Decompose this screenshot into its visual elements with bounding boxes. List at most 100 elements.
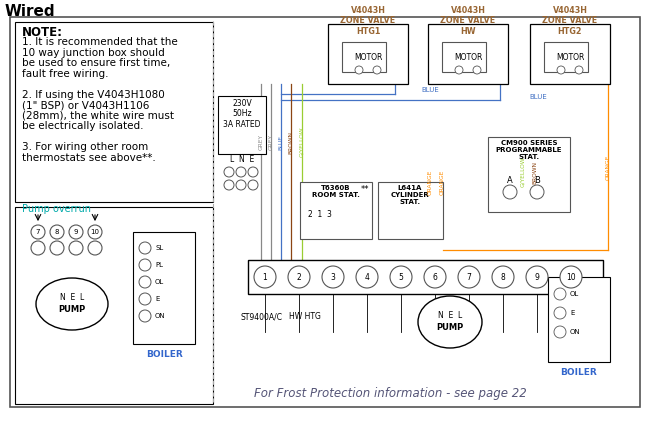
Circle shape	[526, 266, 548, 288]
Text: 10 way junction box should: 10 way junction box should	[22, 48, 165, 57]
Text: BLUE: BLUE	[529, 94, 547, 100]
Ellipse shape	[36, 278, 108, 330]
Text: 10: 10	[566, 273, 576, 281]
Text: 7: 7	[466, 273, 472, 281]
Text: E: E	[155, 296, 159, 302]
Bar	[218, 96, 266, 154]
Text: (1" BSP) or V4043H1106: (1" BSP) or V4043H1106	[22, 100, 149, 110]
Text: V4043H
ZONE VALVE
HTG2: V4043H ZONE VALVE HTG2	[542, 6, 598, 36]
Circle shape	[69, 225, 83, 239]
Text: CM900 SERIES
PROGRAMMABLE
STAT.: CM900 SERIES PROGRAMMABLE STAT.	[496, 140, 562, 160]
Text: HW HTG: HW HTG	[289, 312, 321, 321]
Text: ORANGE: ORANGE	[439, 169, 444, 195]
Circle shape	[455, 66, 463, 74]
Circle shape	[554, 307, 566, 319]
Text: 10: 10	[91, 229, 100, 235]
Text: thermostats see above**.: thermostats see above**.	[22, 152, 156, 162]
Text: ORANGE: ORANGE	[606, 154, 611, 180]
Text: GREY: GREY	[269, 134, 274, 150]
Circle shape	[288, 266, 310, 288]
Bar	[15, 207, 213, 404]
Circle shape	[139, 310, 151, 322]
Text: OL: OL	[570, 291, 579, 297]
Text: V4043H
ZONE VALVE
HTG1: V4043H ZONE VALVE HTG1	[340, 6, 395, 36]
Circle shape	[473, 66, 481, 74]
Circle shape	[236, 167, 246, 177]
Circle shape	[224, 180, 234, 190]
Text: 230V
50Hz
3A RATED: 230V 50Hz 3A RATED	[223, 99, 261, 129]
Text: fault free wiring.: fault free wiring.	[22, 68, 109, 78]
Text: (28mm), the white wire must: (28mm), the white wire must	[22, 111, 174, 121]
Bar	[300, 182, 372, 239]
Text: BOILER: BOILER	[146, 350, 182, 359]
Text: BROWN: BROWN	[289, 130, 294, 154]
Bar	[248, 260, 603, 294]
Circle shape	[88, 241, 102, 255]
Circle shape	[248, 180, 258, 190]
Text: 3. For wiring other room: 3. For wiring other room	[22, 142, 148, 152]
Circle shape	[503, 185, 517, 199]
Circle shape	[458, 266, 480, 288]
Circle shape	[31, 225, 45, 239]
Text: PUMP: PUMP	[436, 322, 464, 332]
Text: N  E  L: N E L	[60, 292, 84, 301]
Bar	[378, 182, 443, 239]
Text: 2  1  3: 2 1 3	[308, 209, 332, 219]
Circle shape	[492, 266, 514, 288]
Text: Wired: Wired	[5, 4, 56, 19]
Text: 7: 7	[36, 229, 40, 235]
Text: 1: 1	[263, 273, 267, 281]
Bar	[15, 22, 213, 202]
Circle shape	[50, 241, 64, 255]
Text: ON: ON	[155, 313, 166, 319]
Text: ST9400A/C: ST9400A/C	[241, 312, 283, 321]
Text: B: B	[534, 176, 540, 184]
Text: ORANGE: ORANGE	[428, 169, 432, 195]
Text: G/YELLOW: G/YELLOW	[520, 157, 525, 187]
Bar	[428, 24, 508, 84]
Bar	[133, 232, 195, 344]
Text: 8: 8	[501, 273, 505, 281]
Circle shape	[557, 66, 565, 74]
Circle shape	[31, 241, 45, 255]
Circle shape	[356, 266, 378, 288]
Circle shape	[373, 66, 381, 74]
Text: N  E  L: N E L	[438, 311, 462, 319]
Circle shape	[575, 66, 583, 74]
Text: L  N  E: L N E	[230, 155, 254, 164]
Text: 2. If using the V4043H1080: 2. If using the V4043H1080	[22, 89, 165, 100]
Text: BROWN: BROWN	[532, 160, 538, 184]
Bar	[548, 277, 610, 362]
Text: OL: OL	[155, 279, 164, 285]
Bar	[488, 137, 570, 212]
Circle shape	[530, 185, 544, 199]
Text: PUMP: PUMP	[58, 305, 85, 314]
Text: **: **	[361, 185, 369, 194]
Text: Pump overrun: Pump overrun	[22, 204, 91, 214]
Text: 5: 5	[399, 273, 404, 281]
Text: MOTOR: MOTOR	[556, 52, 584, 62]
Text: L641A
CYLINDER
STAT.: L641A CYLINDER STAT.	[391, 185, 430, 205]
Text: 1. It is recommended that the: 1. It is recommended that the	[22, 37, 178, 47]
Bar	[442, 42, 486, 72]
Bar	[544, 42, 588, 72]
Text: E: E	[570, 310, 575, 316]
Text: 8: 8	[55, 229, 60, 235]
Text: PL: PL	[155, 262, 163, 268]
Text: 6: 6	[433, 273, 437, 281]
Text: A: A	[507, 176, 513, 184]
Text: be used to ensure first time,: be used to ensure first time,	[22, 58, 170, 68]
Circle shape	[424, 266, 446, 288]
Circle shape	[322, 266, 344, 288]
Text: 3: 3	[331, 273, 335, 281]
Circle shape	[139, 259, 151, 271]
Circle shape	[236, 180, 246, 190]
Circle shape	[254, 266, 276, 288]
Circle shape	[69, 241, 83, 255]
Circle shape	[560, 266, 582, 288]
Circle shape	[355, 66, 363, 74]
Circle shape	[224, 167, 234, 177]
Text: MOTOR: MOTOR	[354, 52, 382, 62]
Text: BLUE: BLUE	[278, 135, 283, 149]
Circle shape	[50, 225, 64, 239]
